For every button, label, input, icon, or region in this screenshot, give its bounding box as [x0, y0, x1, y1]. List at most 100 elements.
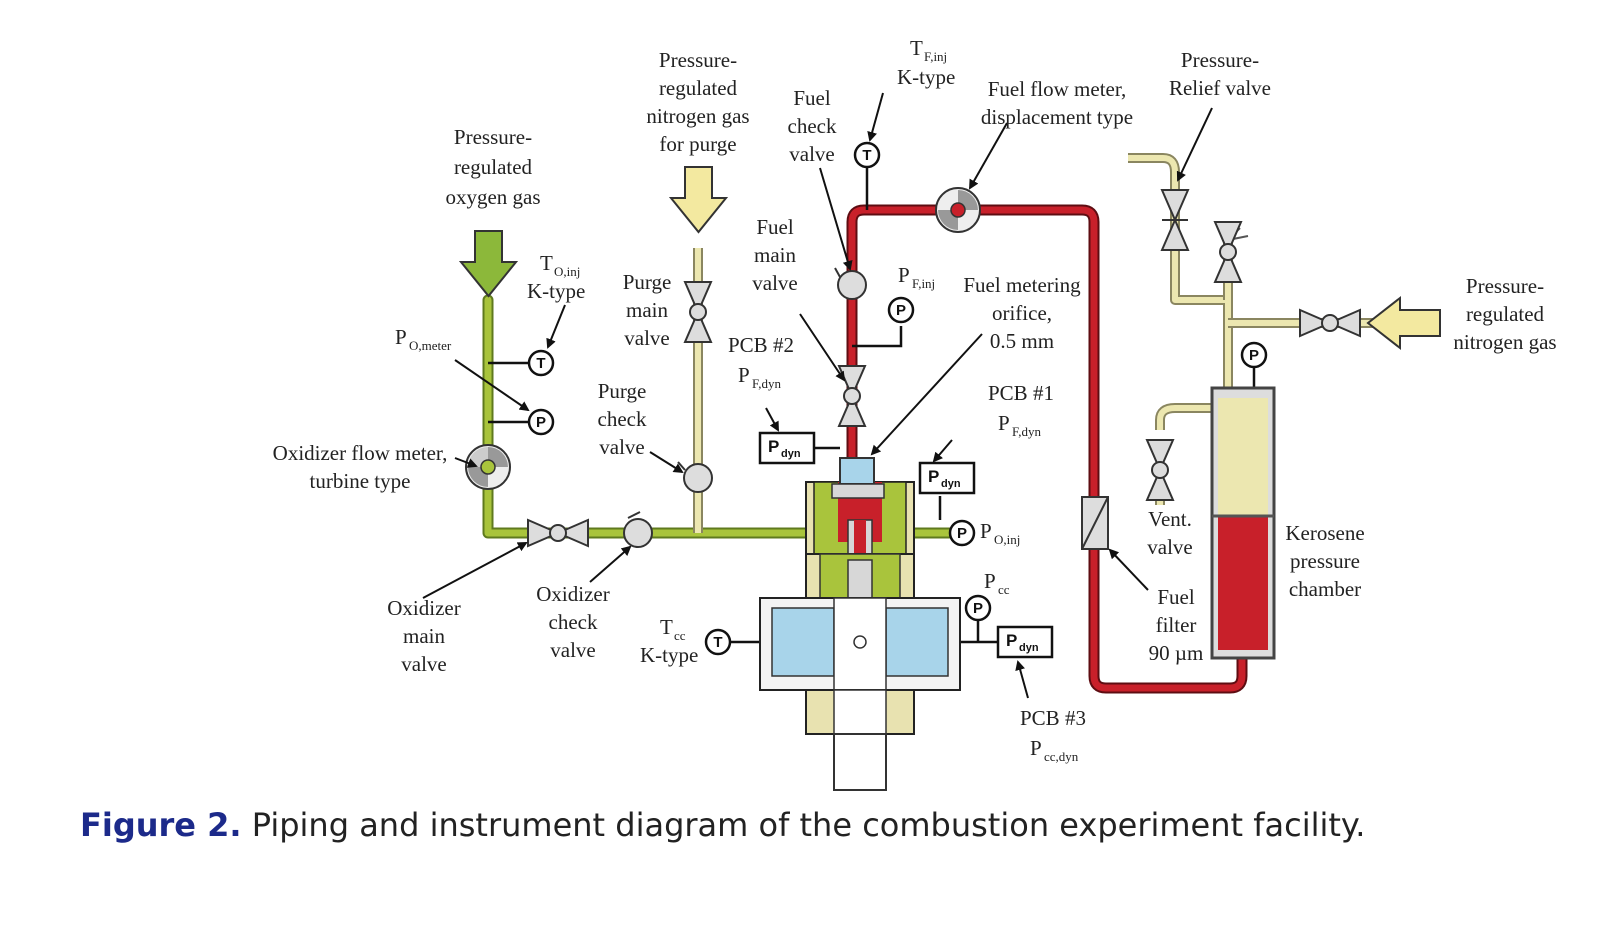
oxidizer-main-valve	[527, 518, 589, 548]
svg-text:K-type: K-type	[640, 643, 698, 667]
t-cc-sensor: T	[704, 628, 732, 656]
svg-text:cc: cc	[674, 628, 686, 643]
svg-text:Oxidizer: Oxidizer	[536, 582, 609, 606]
svg-text:regulated: regulated	[454, 155, 533, 179]
svg-text:nitrogen gas: nitrogen gas	[1453, 330, 1556, 354]
svg-text:K-type: K-type	[527, 279, 585, 303]
svg-text:Pressure-: Pressure-	[454, 125, 532, 149]
relief-valve-2	[1213, 221, 1243, 283]
fuel-filter	[1081, 496, 1109, 550]
nitrogen-pressurant-label: Pressure- regulated nitrogen gas	[1453, 274, 1556, 354]
svg-text:for purge: for purge	[659, 132, 736, 156]
svg-text:0.5 mm: 0.5 mm	[990, 329, 1054, 353]
pcb2-label: PCB #2 P F,dyn	[728, 333, 794, 391]
svg-text:P: P	[896, 302, 906, 319]
svg-text:P: P	[395, 325, 407, 349]
figure-caption-text: Piping and instrument diagram of the com…	[251, 806, 1366, 844]
fuel-flow-meter	[935, 187, 981, 233]
combustor-assembly	[759, 457, 961, 791]
svg-text:displacement type: displacement type	[981, 105, 1133, 129]
p-f-inj-label: P F,inj	[898, 263, 935, 291]
fuel-metering-orifice-label: Fuel metering orifice, 0.5 mm	[963, 273, 1081, 353]
svg-text:Fuel: Fuel	[793, 86, 831, 110]
p-cc-sensor: P	[964, 594, 992, 622]
svg-text:P: P	[1249, 347, 1259, 364]
svg-text:Vent.: Vent.	[1148, 507, 1192, 531]
purge-main-valve-label: Purge main valve	[623, 270, 672, 350]
svg-text:Oxidizer: Oxidizer	[387, 596, 460, 620]
purge-main-valve	[683, 281, 713, 343]
svg-text:Fuel: Fuel	[1157, 585, 1195, 609]
oxygen-line	[482, 294, 956, 539]
figure-number: Figure 2.	[80, 806, 242, 844]
svg-text:check: check	[788, 114, 837, 138]
nitrogen-pressurant-supply-arrow	[1366, 295, 1441, 351]
svg-text:T: T	[660, 615, 673, 639]
svg-text:Pressure-: Pressure-	[659, 48, 737, 72]
svg-text:K-type: K-type	[897, 65, 955, 89]
svg-text:Kerosene: Kerosene	[1285, 521, 1364, 545]
figure-caption: Figure 2. Piping and instrument diagram …	[80, 806, 1365, 844]
relief-valve-label: Pressure- Relief valve	[1169, 48, 1271, 100]
oxidizer-main-valve-label: Oxidizer main valve	[387, 596, 460, 676]
svg-text:P: P	[980, 519, 992, 543]
pcb3-pdyn-box: P dyn	[996, 625, 1054, 659]
svg-text:Fuel flow meter,: Fuel flow meter,	[988, 77, 1127, 101]
pcb1-pdyn-box: P dyn	[918, 461, 976, 495]
svg-text:P: P	[984, 569, 996, 593]
fuel-main-valve-label: Fuel main valve	[752, 215, 797, 295]
svg-text:valve: valve	[1147, 535, 1192, 559]
svg-text:pressure: pressure	[1290, 549, 1360, 573]
pcb1-label: PCB #1 P F,dyn	[988, 381, 1054, 439]
svg-text:valve: valve	[752, 271, 797, 295]
svg-text:check: check	[598, 407, 647, 431]
svg-text:P: P	[738, 363, 750, 387]
svg-text:main: main	[403, 624, 445, 648]
svg-text:P: P	[928, 467, 939, 486]
svg-text:P: P	[536, 414, 546, 431]
purge-check-valve-label: Purge check valve	[598, 379, 647, 459]
svg-text:main: main	[626, 298, 668, 322]
svg-text:dyn: dyn	[781, 448, 801, 460]
svg-text:P: P	[973, 600, 983, 617]
oxidizer-flow-meter	[465, 444, 511, 490]
pcb2-pdyn-box: P dyn	[758, 431, 840, 465]
kerosene-pressure-chamber	[1210, 386, 1276, 660]
p-tank-sensor: P	[1240, 341, 1268, 369]
svg-text:valve: valve	[624, 326, 669, 350]
relief-valve-1	[1160, 189, 1190, 251]
svg-text:regulated: regulated	[1466, 302, 1545, 326]
t-f-inj-sensor: T	[853, 141, 881, 169]
p-o-inj-label: P O,inj	[980, 519, 1020, 547]
svg-text:turbine type: turbine type	[310, 469, 411, 493]
svg-text:Fuel metering: Fuel metering	[963, 273, 1081, 297]
svg-text:T: T	[540, 251, 553, 275]
pid-diagram: T P T P P P T P P dyn P dyn P	[273, 36, 1557, 791]
nitrogen-inlet-valve	[1299, 308, 1361, 338]
fuel-check-valve	[834, 267, 867, 300]
pcb3-label: PCB #3 P cc,dyn	[1020, 706, 1086, 764]
oxygen-supply-label: Pressure- regulated oxygen gas	[445, 125, 540, 209]
svg-text:T: T	[536, 355, 545, 372]
svg-text:O,meter: O,meter	[409, 338, 452, 353]
svg-text:O,inj: O,inj	[994, 532, 1020, 547]
svg-text:Relief valve: Relief valve	[1169, 76, 1271, 100]
svg-text:valve: valve	[401, 652, 446, 676]
nitrogen-purge-label: Pressure- regulated nitrogen gas for pur…	[646, 48, 749, 156]
svg-text:P: P	[1006, 631, 1017, 650]
p-o-meter-sensor: P	[527, 408, 555, 436]
t-o-inj-label: T O,inj K-type	[527, 251, 585, 303]
svg-text:P: P	[898, 263, 910, 287]
fuel-main-valve	[837, 365, 867, 427]
svg-text:valve: valve	[599, 435, 644, 459]
purge-check-valve	[677, 461, 713, 493]
svg-text:valve: valve	[789, 142, 834, 166]
svg-text:Fuel: Fuel	[756, 215, 794, 239]
svg-text:orifice,: orifice,	[992, 301, 1052, 325]
svg-text:PCB #2: PCB #2	[728, 333, 794, 357]
svg-text:regulated: regulated	[659, 76, 738, 100]
svg-text:cc,dyn: cc,dyn	[1044, 749, 1079, 764]
svg-text:main: main	[754, 243, 796, 267]
svg-text:P: P	[1030, 736, 1042, 760]
vent-valve	[1145, 439, 1175, 501]
